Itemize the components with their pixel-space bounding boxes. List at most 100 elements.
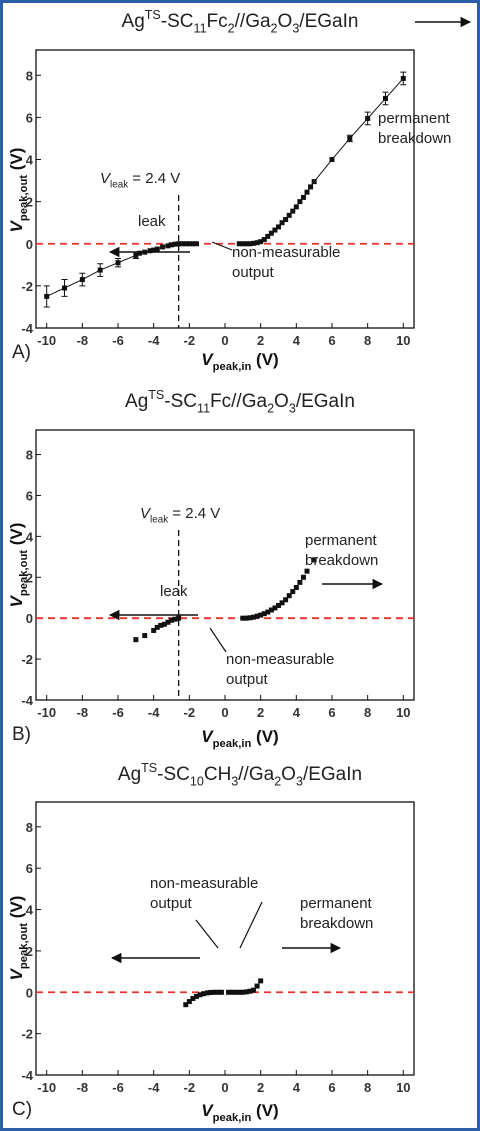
data-point (169, 242, 175, 248)
data-point (179, 241, 185, 247)
data-point (300, 194, 306, 200)
text-part: O (274, 391, 289, 412)
text-part: = 2.4 V (168, 505, 220, 522)
data-point (247, 241, 253, 247)
x-tick-label: 4 (293, 705, 301, 720)
text-part: Fc (207, 11, 228, 32)
annotation: output (226, 671, 269, 688)
panel-title: AgTS-SC11Fc//Ga2O3/EGaIn (125, 388, 355, 416)
text-part: V (201, 350, 214, 369)
data-point (290, 208, 296, 214)
x-tick-label: 6 (328, 333, 335, 348)
data-point (243, 989, 249, 995)
data-point (201, 991, 207, 997)
text-part: (V) (7, 896, 26, 923)
data-point (283, 597, 289, 603)
x-axis-label: Vpeak,in (V) (201, 727, 278, 750)
data-point (133, 252, 139, 258)
data-point (247, 615, 253, 621)
text-part: /EGaIn (299, 11, 358, 32)
data-point (286, 593, 292, 599)
data-point (311, 179, 317, 185)
data-point (275, 224, 281, 230)
data-point (286, 212, 292, 218)
data-point (142, 633, 148, 639)
data-point (308, 184, 314, 190)
y-tick-label: 8 (26, 820, 33, 835)
y-tick-label: 4 (26, 903, 34, 918)
data-point (133, 637, 139, 643)
data-point (251, 614, 257, 620)
data-point (186, 241, 192, 247)
data-point (147, 248, 153, 254)
data-point (304, 189, 310, 195)
data-point (193, 241, 199, 247)
annotation: leak (160, 583, 188, 600)
text-part: //Ga (238, 764, 274, 785)
text-part: -SC (164, 391, 197, 412)
x-tick-label: -6 (112, 333, 124, 348)
text-part: Ag (118, 764, 141, 785)
data-point (154, 624, 160, 630)
data-point (229, 989, 235, 995)
data-point (329, 157, 335, 163)
x-tick-label: -8 (77, 333, 89, 348)
annotation: output (150, 895, 193, 912)
y-tick-label: 2 (26, 570, 33, 585)
data-point (226, 989, 232, 995)
data-point (243, 241, 249, 247)
data-point (233, 989, 239, 995)
text-part: 3 (292, 22, 299, 36)
x-tick-label: -4 (148, 705, 160, 720)
y-tick-label: -2 (21, 652, 33, 667)
text-part: //Ga (235, 11, 271, 32)
x-tick-label: 2 (257, 333, 264, 348)
text-part: 2 (271, 22, 278, 36)
text-part: V (7, 967, 26, 980)
x-tick-label: 6 (328, 705, 335, 720)
y-axis-label: Vpeak,out (V) (7, 148, 30, 233)
text-part: 3 (289, 402, 296, 416)
data-point (176, 615, 182, 621)
x-tick-label: 0 (221, 1080, 228, 1095)
text-part: V (140, 505, 152, 522)
data-point (279, 600, 285, 606)
text-part: 11 (194, 22, 207, 36)
y-tick-label: 0 (26, 237, 33, 252)
data-point (165, 619, 171, 625)
x-tick-label: -4 (148, 333, 160, 348)
text-part: Ag (122, 11, 145, 32)
data-point (165, 243, 171, 249)
x-tick-label: -10 (37, 705, 56, 720)
data-point (161, 621, 167, 627)
data-point (254, 983, 260, 989)
data-point (243, 615, 249, 621)
data-point (293, 585, 299, 590)
x-axis-label: Vpeak,in (V) (201, 350, 278, 373)
text-part: V (201, 727, 214, 746)
annotation: breakdown (305, 552, 378, 569)
y-tick-label: 4 (26, 529, 34, 544)
text-part: 10 (190, 775, 204, 789)
data-point (258, 239, 264, 245)
data-point (272, 605, 278, 611)
text-part: /EGaIn (303, 764, 362, 785)
annotation-pointer (239, 901, 263, 949)
leak-label: Vleak = 2.4 V (100, 170, 180, 191)
text-part: TS (141, 761, 157, 775)
x-tick-label: -8 (77, 1080, 89, 1095)
text-part: 2 (274, 775, 281, 789)
data-point (97, 267, 103, 273)
x-tick-label: 10 (396, 705, 410, 720)
data-point (261, 611, 267, 617)
data-point (297, 579, 303, 585)
annotation: non-measurable (226, 651, 334, 668)
x-tick-label: 2 (257, 705, 264, 720)
text-part: V (7, 594, 26, 607)
data-point (247, 988, 253, 994)
text-part: V (7, 219, 26, 232)
x-tick-label: 2 (257, 1080, 264, 1095)
leak-label: Vleak = 2.4 V (140, 505, 220, 526)
data-point (44, 293, 50, 299)
